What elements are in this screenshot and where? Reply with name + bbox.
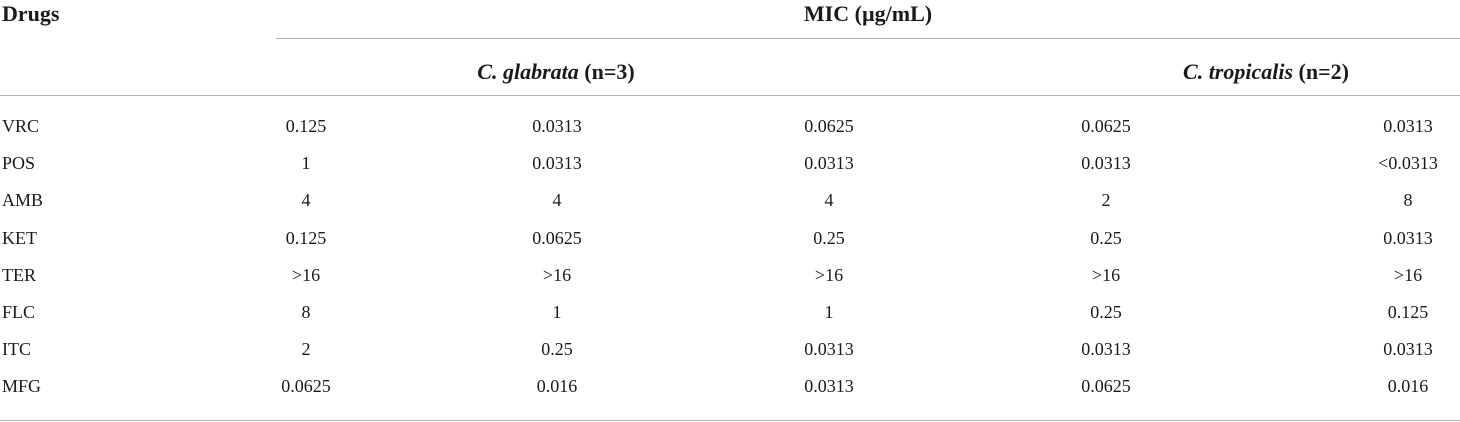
mic-value-cell: >16 — [1091, 264, 1121, 285]
mic-value-cell: 0.0625 — [1081, 376, 1131, 397]
drug-name: ITC — [2, 339, 31, 360]
mic-value-cell: 0.016 — [536, 376, 578, 397]
mic-value-cell: 1 — [552, 302, 562, 322]
table-bottom-rule — [0, 420, 1460, 421]
group-header-tropicalis: C. tropicalis (n=2) — [1183, 61, 1349, 83]
mic-value-cell: >16 — [1393, 264, 1423, 285]
mic-value-cell: 0.25 — [541, 339, 573, 360]
mic-value-cell: 0.0313 — [532, 116, 582, 136]
mic-value-cell: >16 — [814, 264, 844, 285]
mic-value-cell: 1 — [824, 302, 834, 322]
mic-value-cell: <0.0313 — [1378, 153, 1438, 174]
mic-value-cell: 0.0625 — [281, 376, 331, 397]
drug-name: TER — [2, 264, 36, 285]
mic-value-cell: 0.0313 — [1081, 339, 1131, 360]
mic-value-cell: 0.0625 — [532, 227, 582, 248]
mic-value-cell: 0.0313 — [1383, 116, 1433, 136]
drug-name: KET — [2, 227, 37, 248]
species-name: C. glabrata — [477, 59, 579, 84]
drug-name: MFG — [2, 376, 42, 397]
mic-value-cell: 0.0313 — [1383, 227, 1433, 248]
mic-value-cell: 0.0313 — [804, 376, 854, 397]
mic-value-cell: 4 — [301, 190, 311, 211]
drug-name: FLC — [2, 302, 36, 322]
species-name: C. tropicalis — [1183, 59, 1294, 84]
mic-value-cell: >16 — [542, 264, 572, 285]
mic-value-cell: 8 — [301, 302, 311, 322]
mic-value-cell: 0.0313 — [1081, 153, 1131, 174]
mic-value-cell: 0.125 — [1387, 302, 1429, 322]
mic-value-cell: 4 — [552, 190, 562, 211]
header-bottom-rule — [0, 95, 1460, 96]
mic-value-cell: 0.25 — [813, 227, 845, 248]
drug-name: POS — [2, 153, 36, 174]
mic-value-cell: 0.0313 — [804, 339, 854, 360]
mic-value-cell: 2 — [1101, 190, 1111, 211]
mic-value-cell: 8 — [1403, 190, 1413, 211]
mic-value-cell: 0.0625 — [1081, 116, 1131, 136]
mic-value-cell: 0.0313 — [532, 153, 582, 174]
drug-name: VRC — [2, 116, 40, 136]
mic-value-cell: 0.25 — [1090, 302, 1122, 322]
sample-count: (n=2) — [1293, 59, 1349, 84]
mic-value-cell: 0.0625 — [804, 116, 854, 136]
mic-value-cell: 2 — [301, 339, 311, 360]
drugs-column-header: Drugs — [2, 1, 60, 26]
sample-count: (n=3) — [578, 59, 635, 84]
group-header-glabrata: C. glabrata (n=3) — [477, 61, 634, 83]
drug-name: AMB — [2, 190, 44, 211]
mic-value-cell: 4 — [824, 190, 834, 211]
mic-value-cell: 0.016 — [1387, 376, 1429, 397]
mic-value-cell: 0.125 — [285, 116, 327, 136]
mic-value-cell: 0.125 — [285, 227, 327, 248]
mic-value-cell: 0.0313 — [1383, 339, 1433, 360]
mic-column-header: MIC (µg/mL) — [803, 1, 933, 26]
mic-value-cell: >16 — [291, 264, 321, 285]
mic-header-rule — [276, 38, 1460, 39]
mic-value-cell: 0.0313 — [804, 153, 854, 174]
mic-value-cell: 1 — [301, 153, 311, 174]
mic-value-cell: 0.25 — [1090, 227, 1122, 248]
